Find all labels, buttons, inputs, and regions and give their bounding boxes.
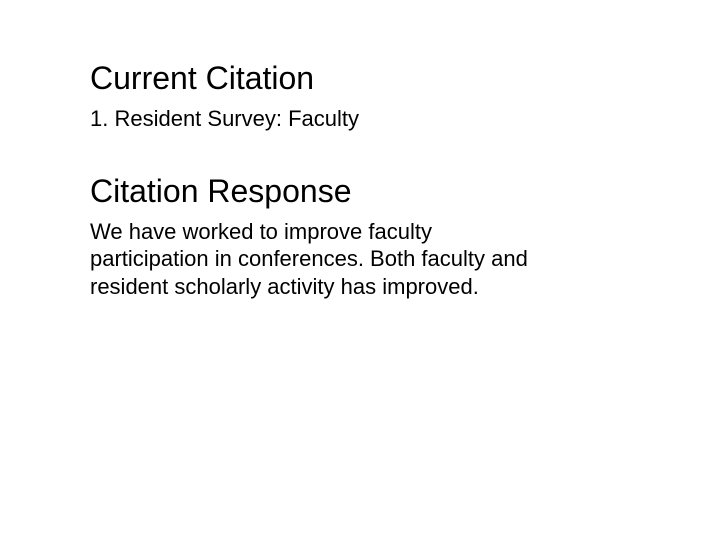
current-citation-heading: Current Citation xyxy=(90,60,630,97)
citation-response-heading: Citation Response xyxy=(90,173,630,210)
current-citation-item: 1. Resident Survey: Faculty xyxy=(90,105,630,133)
citation-response-body: We have worked to improve faculty partic… xyxy=(90,218,550,301)
